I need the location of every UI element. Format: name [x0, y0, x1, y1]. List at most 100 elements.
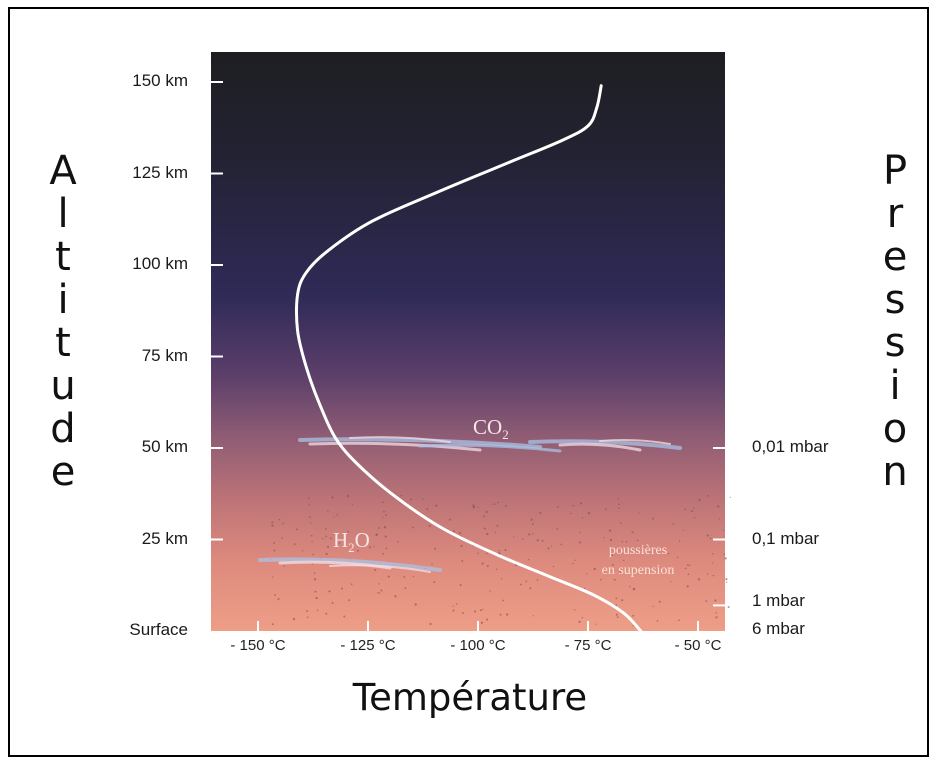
- dust-particle: [656, 620, 659, 622]
- dust-particle: [725, 578, 728, 581]
- pressure-title-letter: s: [884, 277, 906, 323]
- dust-particle: [727, 606, 730, 609]
- dust-particle: [309, 522, 312, 524]
- dust-particle: [621, 599, 624, 602]
- dust-particle: [331, 496, 334, 499]
- dust-particle: [707, 495, 709, 497]
- dust-particle: [572, 504, 575, 507]
- temperature-tick-label: - 150 °C: [230, 637, 286, 654]
- dust-particle: [343, 615, 346, 618]
- dust-particle: [428, 524, 431, 528]
- dust-particle: [684, 567, 687, 570]
- dust-particle: [504, 548, 507, 551]
- altitude-tick-label: 75 km: [141, 345, 188, 365]
- altitude-tick-label: Surface: [129, 620, 188, 639]
- dust-particle: [715, 612, 718, 614]
- dust-particle: [578, 620, 581, 624]
- h2o-cloud-label: H2O: [333, 528, 370, 556]
- dust-particle: [492, 503, 494, 505]
- dust-particle: [346, 494, 349, 498]
- dust-particle: [357, 549, 359, 552]
- dust-particle: [709, 537, 712, 540]
- temperature-tick-label: - 100 °C: [450, 637, 506, 654]
- dust-particle: [557, 506, 559, 508]
- dust-particle: [460, 544, 463, 548]
- dust-particle: [502, 599, 505, 602]
- dust-particle: [603, 536, 606, 539]
- dust-particle: [377, 592, 379, 594]
- dust-particle: [368, 546, 372, 549]
- dust-particle: [385, 514, 387, 516]
- dust-particle: [482, 608, 484, 611]
- dust-particle: [480, 621, 484, 624]
- dust-particle: [308, 503, 310, 506]
- dust-particle: [277, 598, 279, 601]
- dust-particle: [652, 518, 654, 520]
- dust-particle: [311, 541, 313, 543]
- dust-particle: [336, 514, 339, 516]
- dust-particle: [388, 576, 390, 578]
- dust-particle: [500, 578, 503, 580]
- dust-particle: [316, 609, 319, 612]
- dust-particle: [472, 506, 476, 509]
- dust-particle: [593, 567, 596, 571]
- dust-particle: [485, 510, 488, 514]
- dust-particle: [281, 537, 283, 539]
- dust-particle: [691, 509, 694, 513]
- dust-particle: [452, 605, 454, 607]
- dust-particle: [632, 614, 635, 617]
- dust-particle: [385, 547, 388, 550]
- dust-particle: [615, 597, 618, 600]
- dust-particle: [379, 592, 381, 594]
- cloud-streak: [308, 441, 482, 452]
- dust-particle: [414, 603, 417, 606]
- dust-particle: [686, 585, 689, 588]
- dust-particle: [306, 616, 309, 619]
- dust-particle: [489, 590, 491, 592]
- temperature-tick-label: - 125 °C: [340, 637, 396, 654]
- dust-particle: [632, 625, 634, 627]
- dust-particle: [283, 565, 286, 567]
- co2-cloud-label: CO2: [473, 415, 509, 443]
- cloud-streak: [558, 442, 642, 452]
- dust-particle: [552, 565, 555, 568]
- pressure-title-letter: n: [882, 449, 908, 495]
- dust-particle: [547, 547, 550, 550]
- dust-particle: [682, 529, 684, 531]
- dust-particle: [400, 494, 403, 497]
- dust-particle: [532, 533, 534, 535]
- dust-particle: [477, 506, 479, 509]
- dust-particle: [652, 605, 654, 608]
- dust-particle: [521, 538, 524, 540]
- dust-particle: [282, 522, 284, 525]
- pressure-title-letter: e: [882, 234, 908, 280]
- dust-particle: [409, 498, 412, 501]
- dust-particle: [619, 522, 622, 524]
- dust-particle: [453, 530, 456, 533]
- dust-particle: [605, 508, 607, 510]
- dust-particle: [611, 554, 614, 557]
- dust-particle: [706, 534, 709, 537]
- dust-particle: [325, 535, 327, 538]
- dust-label-line1: poussières: [608, 543, 668, 558]
- dust-particle: [404, 587, 407, 590]
- dust-particle: [496, 524, 499, 527]
- suspended-dust-label: poussières en supension: [572, 541, 704, 581]
- dust-particle: [499, 613, 502, 616]
- dust-particle: [672, 523, 674, 525]
- dust-particle: [382, 552, 385, 555]
- dust-particle: [494, 531, 497, 533]
- dust-particle: [536, 539, 539, 542]
- dust-particle: [676, 556, 679, 559]
- dust-particle: [520, 583, 522, 586]
- dust-particle: [560, 543, 562, 546]
- dust-particle: [483, 527, 486, 530]
- dust-particle: [617, 497, 619, 500]
- dust-particle: [573, 609, 576, 611]
- dust-particle: [350, 583, 353, 585]
- dust-particle: [539, 511, 542, 514]
- dust-particle: [495, 568, 498, 570]
- dust-particle: [474, 610, 477, 613]
- dust-particle: [384, 535, 387, 538]
